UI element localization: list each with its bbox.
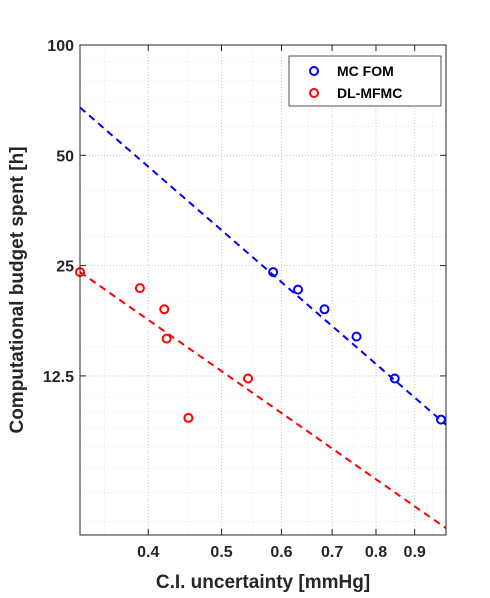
- data-point-dl-mfmc: [134, 283, 145, 294]
- data-markers: [75, 267, 446, 425]
- legend-marker-mc-fom: [309, 66, 319, 76]
- data-point-dl-mfmc: [159, 304, 170, 315]
- data-point-mc-fom: [435, 414, 446, 425]
- x-tick-labels: 0.4 0.5 0.6 0.7 0.8 0.9: [137, 544, 426, 561]
- fit-line-mc-fom: [79, 106, 447, 426]
- data-point-mc-fom: [389, 373, 400, 384]
- x-axis-label: C.I. uncertainty [mmHg]: [156, 572, 370, 593]
- legend-label-dl-mfmc: DL-MFMC: [337, 85, 402, 101]
- legend-label-mc-fom: MC FOM: [337, 63, 394, 79]
- legend: MC FOM DL-MFMC: [288, 55, 442, 107]
- x-tick-label: 0.8: [365, 544, 387, 561]
- x-tick-label: 0.7: [321, 544, 343, 561]
- y-tick-label: 12.5: [43, 369, 74, 386]
- data-point-dl-mfmc: [183, 412, 194, 423]
- fit-line-dl-mfmc: [79, 271, 447, 530]
- legend-marker-dl-mfmc: [309, 88, 319, 98]
- data-point-mc-fom: [268, 267, 279, 278]
- data-point-dl-mfmc: [161, 333, 172, 344]
- y-tick-label: 50: [56, 148, 74, 165]
- y-tick-labels: 12.5 25 50 100: [43, 38, 74, 386]
- data-point-dl-mfmc: [243, 373, 254, 384]
- plot-background: [80, 45, 446, 535]
- axis-ticks: [80, 44, 446, 535]
- x-tick-label: 0.9: [404, 544, 426, 561]
- y-axis-label: Computational budget spent [h]: [7, 146, 28, 433]
- x-tick-label: 0.6: [270, 544, 292, 561]
- data-point-mc-fom: [351, 331, 362, 342]
- y-tick-label: 100: [47, 38, 74, 55]
- plot-frame: [79, 44, 447, 536]
- x-tick-label: 0.4: [137, 544, 159, 561]
- data-point-mc-fom: [319, 304, 330, 315]
- y-tick-label: 25: [56, 259, 74, 276]
- x-tick-label: 0.5: [210, 544, 232, 561]
- data-point-mc-fom: [293, 284, 304, 295]
- fit-lines: [79, 106, 447, 530]
